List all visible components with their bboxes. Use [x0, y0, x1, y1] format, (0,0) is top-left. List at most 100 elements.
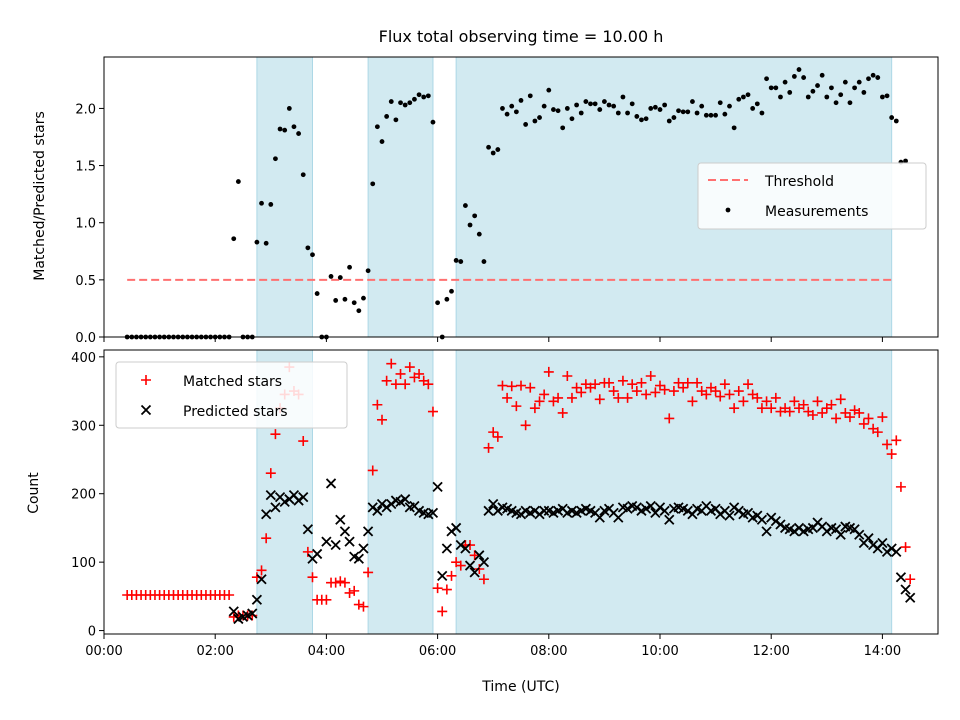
matched-star-point — [483, 442, 494, 453]
matched-star-point — [872, 427, 883, 438]
measurements-legend-swatch — [725, 207, 731, 213]
measurement-point — [787, 90, 793, 95]
predicted-star-point — [261, 509, 272, 520]
matched-star-point — [265, 468, 276, 479]
measurement-point — [333, 298, 339, 303]
matched-star-point — [506, 381, 517, 392]
measurement-point — [699, 103, 705, 109]
matched-star-point — [673, 377, 684, 388]
predicted-star-point — [353, 553, 364, 564]
measurement-point — [286, 106, 292, 111]
predicted-star-point — [854, 529, 865, 540]
predicted-star-point — [321, 536, 332, 547]
predicted-star-point — [311, 548, 323, 560]
measurement-point — [685, 109, 691, 115]
matched-star-point — [710, 386, 721, 397]
measurement-point — [379, 139, 385, 144]
matched-star-point — [752, 392, 763, 403]
predicted-star-point — [251, 594, 263, 605]
matched-star-point — [895, 481, 906, 492]
measurement-point — [880, 94, 885, 100]
matched-star-point — [492, 431, 503, 442]
measurement-point — [532, 118, 538, 124]
matched-star-point — [256, 565, 267, 576]
measurement-point — [634, 114, 640, 119]
matched-star-point — [617, 375, 628, 386]
measurement-point — [347, 264, 352, 270]
matched-star-point — [798, 399, 809, 410]
matched-star-point — [594, 394, 605, 405]
measurement-point — [805, 94, 811, 100]
matched-star-point — [826, 399, 837, 410]
matched-star-point — [386, 358, 397, 369]
measurement-point — [527, 93, 533, 99]
predicted-star-point — [900, 584, 911, 595]
measurement-point — [273, 156, 278, 162]
predicted-star-point — [441, 543, 453, 554]
measurement-point — [555, 108, 561, 114]
matched-star-point — [363, 567, 374, 578]
matched-star-point — [905, 574, 916, 585]
matched-star-point — [645, 371, 656, 382]
measurement-point — [796, 67, 802, 72]
measurement-point — [588, 101, 593, 107]
measurement-point — [463, 203, 468, 208]
matched-star-point — [349, 585, 360, 596]
y-tick-label: 1.0 — [75, 217, 96, 232]
predicted-star-point — [478, 557, 490, 568]
measurement-point — [472, 213, 478, 219]
measurement-point — [903, 158, 908, 164]
matched-star-point — [687, 396, 698, 407]
predicted-star-point — [905, 592, 916, 603]
measurement-point — [662, 102, 668, 108]
matched-star-point — [835, 394, 846, 405]
measurement-point — [773, 85, 779, 91]
measurement-point — [412, 96, 417, 102]
measurement-point — [870, 72, 876, 78]
measurement-point — [574, 102, 579, 108]
chart-title: Flux total observing time = 10.00 h — [379, 27, 664, 46]
measurement-point — [592, 101, 598, 107]
matched-star-point — [891, 435, 902, 446]
predicted-star-point — [339, 526, 351, 537]
measurement-point — [889, 115, 895, 120]
measurement-point — [727, 103, 732, 109]
measurement-point — [833, 100, 839, 106]
matched-star-point — [882, 439, 893, 450]
measurement-point — [564, 106, 570, 111]
matched-star-point — [678, 382, 689, 393]
matched-star-point — [608, 386, 619, 397]
y-axis-label: Count — [26, 472, 42, 514]
measurement-point — [277, 126, 283, 132]
predicted-star-point — [372, 505, 383, 516]
matched-star-point — [756, 403, 767, 414]
measurement-point — [611, 103, 617, 109]
predicted-star-point — [539, 505, 550, 516]
matched-star-point — [807, 410, 818, 421]
predicted-star-point — [724, 510, 735, 521]
measurement-point — [388, 99, 394, 104]
measurement-point — [657, 107, 663, 112]
matched-star-point — [576, 387, 587, 398]
matched-star-point — [863, 413, 874, 424]
matched-star-point — [682, 377, 693, 388]
predicted-star-point — [863, 533, 874, 544]
matched-star-point — [668, 386, 679, 397]
shaded-interval — [367, 349, 434, 635]
measurement-point — [690, 99, 695, 104]
measurement-point — [365, 268, 371, 274]
measurement-point — [560, 125, 566, 131]
measurement-point — [856, 79, 862, 85]
measurement-point — [495, 147, 501, 152]
predicted-star-point — [622, 503, 633, 514]
measurement-point — [741, 94, 746, 100]
matched-star-point — [395, 368, 406, 379]
measurement-point — [606, 102, 612, 108]
measurement-point — [759, 110, 765, 116]
predicted-star-point — [302, 524, 314, 535]
y-tick-label: 100 — [71, 556, 96, 571]
measurement-point — [875, 75, 881, 80]
x-tick-label: 04:00 — [308, 644, 345, 659]
matched-star-point — [455, 560, 466, 571]
y-tick-label: 200 — [71, 488, 96, 503]
